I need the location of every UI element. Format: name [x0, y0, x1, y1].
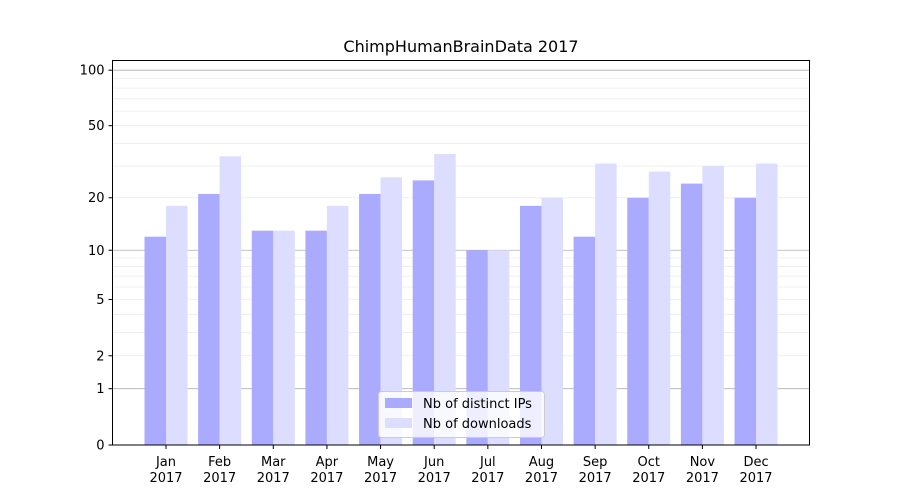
bar-downloads: [702, 166, 724, 445]
y-tick-label: 2: [96, 349, 104, 364]
bar-downloads: [756, 163, 778, 445]
x-tick-label: Jun 2017: [418, 455, 451, 486]
x-axis: Jan 2017 Feb 2017 Mar 2017 Apr 2017 May 2017 Jun 20…: [149, 445, 773, 486]
bar-downloads: [541, 197, 563, 445]
y-tick-label: 20: [88, 191, 105, 206]
x-tick-label: Dec 2017: [739, 455, 772, 486]
x-tick-label: May 2017: [364, 455, 397, 486]
bar-downloads: [219, 156, 242, 445]
legend: Nb of distinct IPs Nb of downloads: [378, 391, 545, 438]
bar-downloads: [648, 171, 671, 446]
y-tick-label: 10: [88, 244, 105, 259]
legend-box: [378, 391, 545, 438]
legend-swatch: [385, 418, 412, 428]
legend-label: Nb of distinct IPs: [423, 397, 532, 412]
bar-ips: [144, 236, 166, 445]
bar-ips: [412, 180, 435, 446]
bar-ips: [519, 205, 542, 445]
x-tick-label: Oct 2017: [632, 455, 665, 486]
y-tick-label: 0: [96, 439, 104, 454]
y-tick-label: 100: [80, 64, 105, 79]
bar-downloads: [380, 177, 403, 446]
x-tick-label: Apr 2017: [310, 455, 343, 486]
y-tick-label: 1: [96, 382, 104, 397]
bar-downloads: [595, 163, 617, 445]
bar-ips: [734, 197, 757, 445]
x-tick-label: Mar 2017: [257, 455, 290, 486]
bar-ips: [627, 197, 649, 445]
bar-ips: [359, 193, 381, 445]
x-tick-label: Sep 2017: [579, 455, 612, 486]
x-tick-label: Jul 2017: [471, 455, 504, 486]
y-axis: 0 1 2 5 10 20 50 100: [80, 64, 113, 454]
legend-swatch: [385, 398, 412, 408]
chart-title: ChimpHumanBrainData 2017: [343, 37, 578, 56]
bar-downloads: [273, 230, 295, 445]
legend-label: Nb of downloads: [423, 417, 532, 432]
bar-ips: [573, 236, 596, 445]
bar-ips: [198, 193, 220, 445]
x-tick-label: Aug 2017: [525, 455, 558, 486]
bar-ips: [305, 230, 327, 445]
plot-frame: [112, 60, 810, 446]
y-tick-label: 5: [96, 293, 104, 308]
x-tick-label: Nov 2017: [686, 455, 719, 486]
bar-ips: [251, 230, 274, 445]
x-tick-label: Feb 2017: [203, 455, 236, 486]
bar-ips: [680, 183, 703, 446]
bar-downloads: [434, 153, 456, 445]
x-tick-label: Jan 2017: [149, 455, 182, 486]
bar-downloads: [326, 205, 349, 445]
y-tick-label: 50: [88, 119, 105, 134]
bar-downloads: [166, 205, 188, 445]
